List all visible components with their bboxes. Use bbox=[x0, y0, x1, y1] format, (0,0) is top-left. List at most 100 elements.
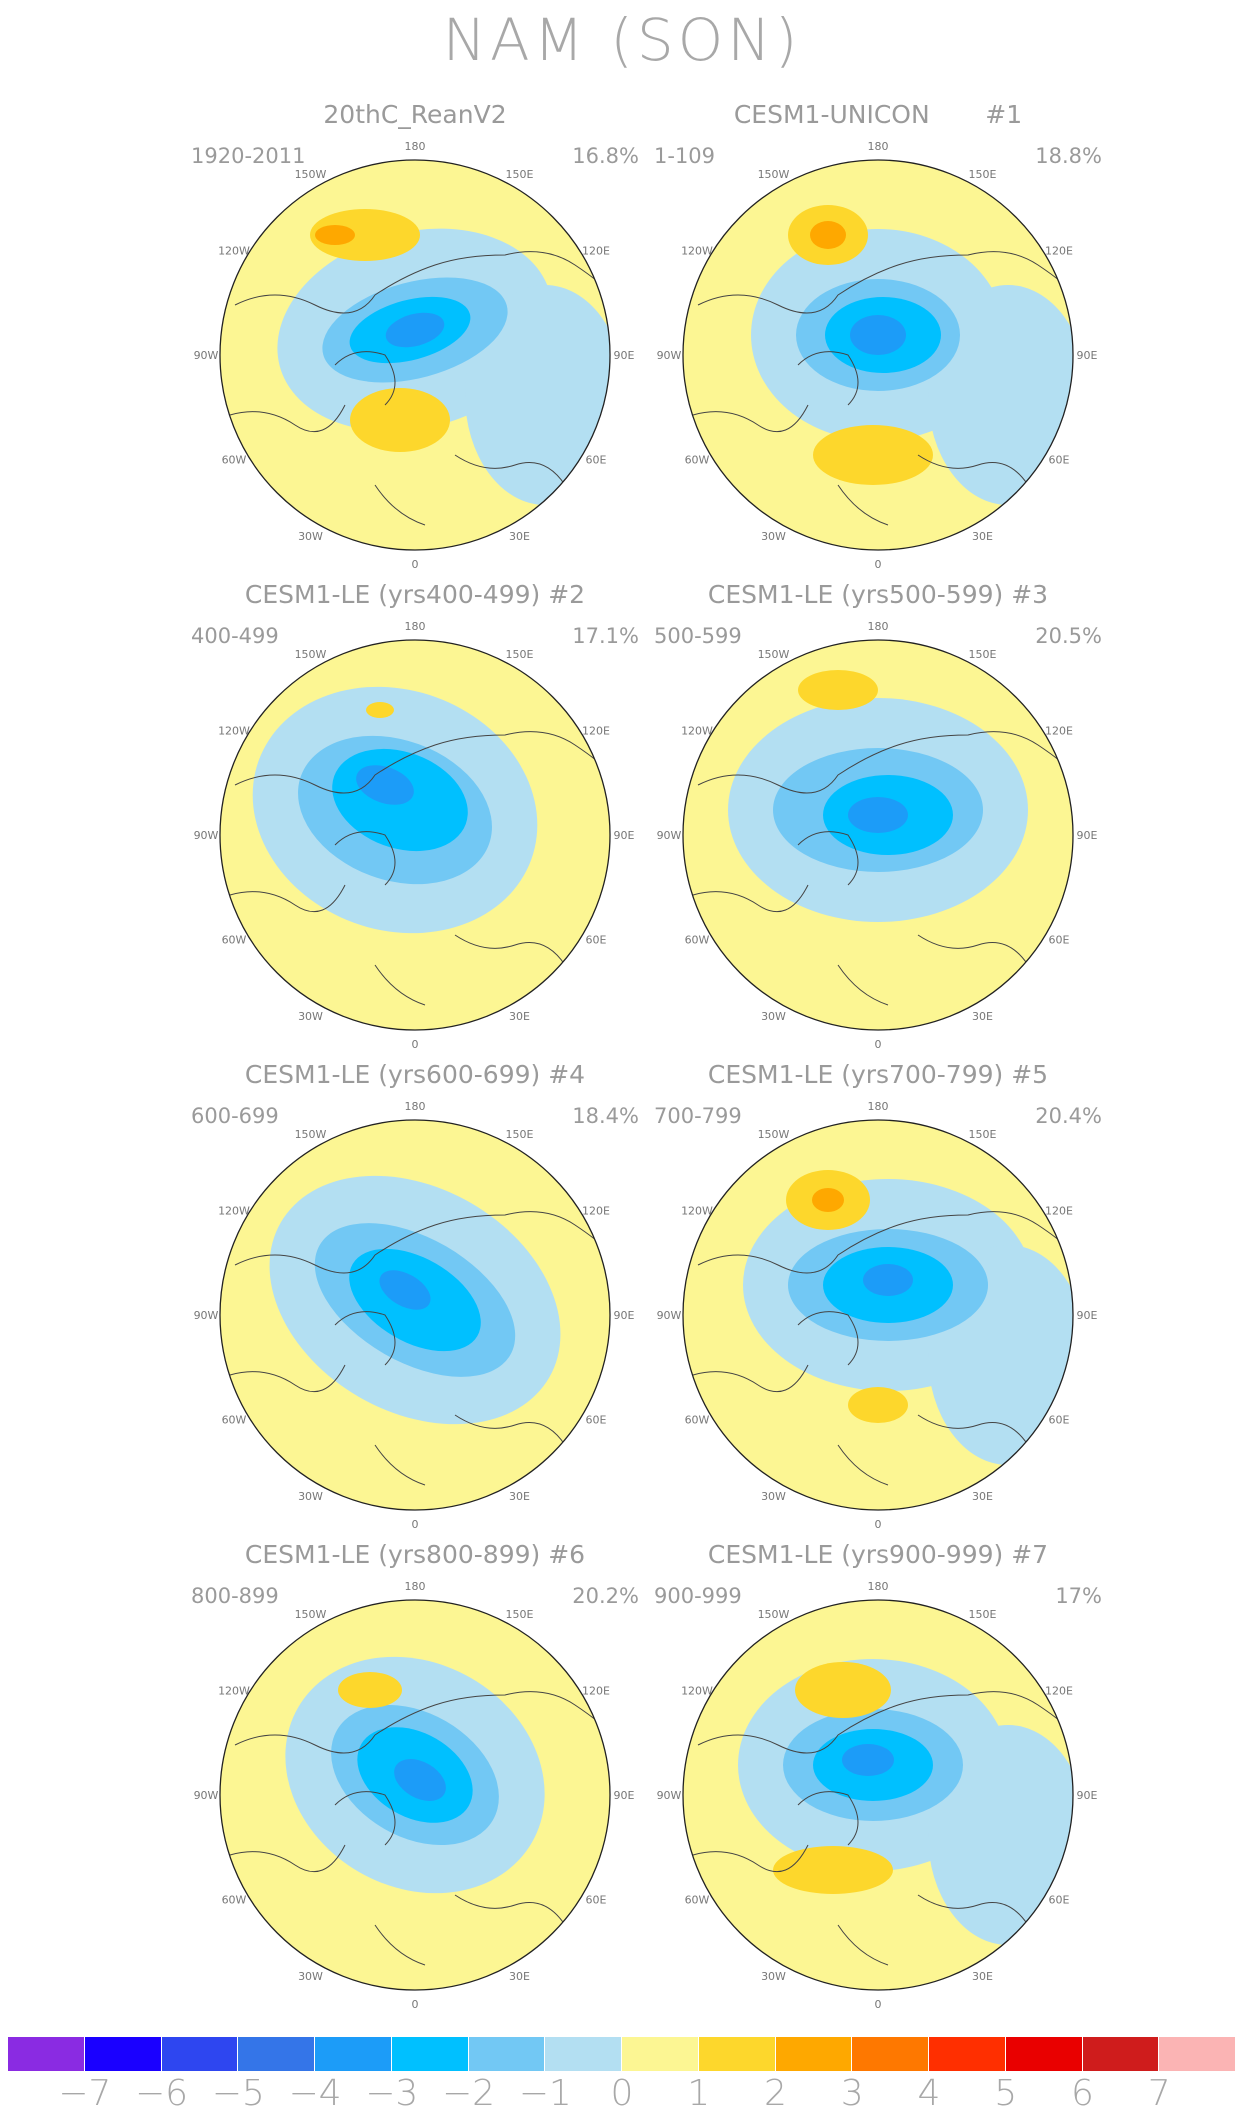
panel-title: CESM1-LE (yrs400-499) #2 bbox=[244, 580, 586, 609]
colorbar-swatch bbox=[1159, 2037, 1236, 2071]
map-boundary bbox=[682, 159, 1074, 551]
longitude-label: 180 bbox=[405, 1100, 426, 1113]
panel-years: 400-499 bbox=[191, 624, 279, 648]
panel-variance: 17.1% bbox=[572, 624, 639, 648]
longitude-label: 120W bbox=[681, 1685, 713, 1698]
positive-anomaly-core bbox=[366, 702, 394, 718]
negative-anomaly-core bbox=[356, 765, 414, 805]
colorbar-tick-label: −3 bbox=[365, 2073, 419, 2114]
longitude-label: 0 bbox=[875, 1998, 882, 2010]
panel-years: 1920-2011 bbox=[191, 144, 306, 168]
longitude-label: 90E bbox=[614, 1309, 635, 1322]
colorbar-swatch bbox=[315, 2037, 392, 2071]
panel-years: 900-999 bbox=[654, 1584, 742, 1608]
longitude-label: 60W bbox=[222, 1414, 247, 1427]
map-panel: CESM1-LE (yrs400-499) #2 400-499 17.1% 1… bbox=[185, 580, 645, 1050]
panel-variance: 16.8% bbox=[572, 144, 639, 168]
colorbar-tick-label: 3 bbox=[840, 2073, 864, 2114]
polar-map: 180 150E 120E 90E 60E 30E 0 30W 60W 90W 120W 150W bbox=[657, 140, 1098, 570]
longitude-label: 150E bbox=[969, 648, 997, 661]
longitude-label: 120W bbox=[681, 725, 713, 738]
longitude-label: 180 bbox=[405, 1580, 426, 1593]
coastline bbox=[692, 1211, 1073, 1486]
polar-map: 180 150E 120E 90E 60E 30E 0 30W 60W 90W 120W 150W bbox=[194, 1580, 635, 2010]
colorbar-swatch bbox=[1082, 2037, 1160, 2071]
longitude-label: 30W bbox=[761, 1490, 786, 1503]
longitude-label: 150E bbox=[506, 648, 534, 661]
map-panel: CESM1-LE (yrs700-799) #5 700-799 20.4% 1… bbox=[648, 1060, 1108, 1530]
colorbar-labels: −7 −6 −5 −4 −3 −2 −1 0 1 2 3 4 5 6 7 bbox=[8, 2073, 1236, 2114]
longitude-label: 30W bbox=[761, 1010, 786, 1023]
colorbar-tick-label: −2 bbox=[441, 2073, 496, 2114]
map-panel: CESM1-UNICON #1 1-109 18.8% 180 150E 120E 9… bbox=[648, 100, 1108, 570]
longitude-label: 30E bbox=[509, 530, 530, 543]
negative-anomaly-core bbox=[385, 312, 445, 348]
longitude-label: 150W bbox=[295, 648, 327, 661]
coastline bbox=[229, 1211, 610, 1486]
longitude-label: 90W bbox=[657, 1309, 682, 1322]
panel-title: CESM1-LE (yrs500-599) #3 bbox=[707, 580, 1049, 609]
longitude-label: 60E bbox=[586, 1414, 607, 1427]
coastline bbox=[229, 1691, 610, 1966]
panel-variance: 18.4% bbox=[572, 1104, 639, 1128]
longitude-label: 90W bbox=[657, 349, 682, 362]
panel-years: 600-699 bbox=[191, 1104, 279, 1128]
map-panel: 20thC_ReanV2 1920-2011 16.8% 180 150E 120E… bbox=[185, 100, 645, 570]
longitude-label: 30W bbox=[298, 530, 323, 543]
colorbar-tick-label: −1 bbox=[518, 2073, 572, 2114]
longitude-label: 0 bbox=[412, 1038, 419, 1050]
longitude-label: 180 bbox=[405, 140, 426, 153]
map-panel: CESM1-LE (yrs800-899) #6 800-899 20.2% 1… bbox=[185, 1540, 645, 2010]
longitude-label: 0 bbox=[875, 558, 882, 570]
map-boundary bbox=[682, 639, 1074, 1031]
longitude-label: 90E bbox=[1077, 829, 1098, 842]
longitude-label: 60W bbox=[685, 1414, 710, 1427]
colorbar-tick-label: 7 bbox=[1147, 2073, 1171, 2114]
positive-anomaly-core bbox=[798, 670, 878, 710]
longitude-label: 60W bbox=[222, 1894, 247, 1907]
panel-variance: 20.2% bbox=[572, 1584, 639, 1608]
positive-anomaly-core bbox=[310, 209, 420, 261]
colorbar-swatch bbox=[1005, 2037, 1083, 2071]
colorbar-swatch bbox=[8, 2037, 85, 2071]
longitude-label: 0 bbox=[875, 1038, 882, 1050]
negative-anomaly-core bbox=[842, 1744, 894, 1776]
longitude-label: 90E bbox=[1077, 349, 1098, 362]
panel-title: 20thC_ReanV2 bbox=[323, 100, 507, 129]
panel-variance: 18.8% bbox=[1035, 144, 1102, 168]
polar-map: 180 150E 120E 90E 60E 30E 0 30W 60W 90W 120W 150W bbox=[194, 620, 635, 1050]
colorbar-swatch bbox=[391, 2037, 469, 2071]
panel-years: 500-599 bbox=[654, 624, 742, 648]
map-panel: CESM1-LE (yrs500-599) #3 500-599 20.5% 1… bbox=[648, 580, 1108, 1050]
longitude-label: 30E bbox=[972, 1010, 993, 1023]
positive-anomaly-core bbox=[813, 425, 933, 485]
longitude-label: 60W bbox=[222, 454, 247, 467]
negative-anomaly-core bbox=[848, 797, 908, 833]
longitude-label: 150W bbox=[758, 1608, 790, 1621]
longitude-label: 60E bbox=[586, 1894, 607, 1907]
colorbar-swatch bbox=[622, 2037, 699, 2071]
longitude-label: 60E bbox=[1049, 934, 1070, 947]
longitude-label: 30W bbox=[298, 1490, 323, 1503]
longitude-label: 150W bbox=[758, 648, 790, 661]
longitude-label: 150W bbox=[295, 1608, 327, 1621]
colorbar-swatch bbox=[775, 2037, 853, 2071]
positive-anomaly-core bbox=[350, 388, 450, 452]
longitude-label: 30W bbox=[761, 1970, 786, 1983]
positive-anomaly-core bbox=[812, 1188, 844, 1212]
longitude-label: 0 bbox=[412, 1998, 419, 2010]
colorbar-tick-label: 0 bbox=[610, 2073, 634, 2114]
longitude-label: 30E bbox=[972, 1490, 993, 1503]
map-panel: CESM1-LE (yrs600-699) #4 600-699 18.4% 1… bbox=[185, 1060, 645, 1530]
panel-years: 700-799 bbox=[654, 1104, 742, 1128]
longitude-label: 120E bbox=[1045, 1205, 1073, 1218]
longitude-label: 120W bbox=[218, 1685, 250, 1698]
map-panel: CESM1-LE (yrs900-999) #7 900-999 17% 180… bbox=[648, 1540, 1108, 2010]
map-boundary bbox=[219, 159, 611, 551]
polar-map: 180 150E 120E 90E 60E 30E 0 30W 60W 90W 120W 150W bbox=[194, 1100, 635, 1530]
colorbar-tick-label: 2 bbox=[764, 2073, 787, 2114]
longitude-label: 0 bbox=[412, 1518, 419, 1530]
figure-title: NAM (SON) bbox=[442, 6, 802, 74]
longitude-label: 150W bbox=[295, 168, 327, 181]
polar-map: 180 150E 120E 90E 60E 30E 0 30W 60W 90W 120W 150W bbox=[194, 140, 635, 570]
